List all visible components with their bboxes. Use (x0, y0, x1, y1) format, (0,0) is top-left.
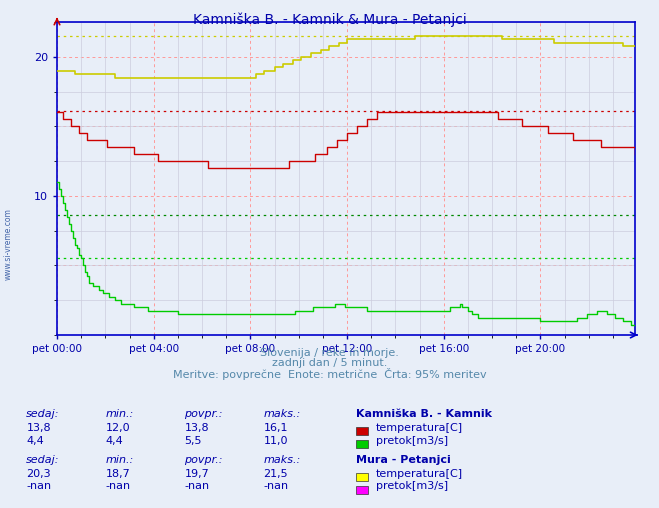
Text: pretok[m3/s]: pretok[m3/s] (376, 481, 447, 491)
Text: 4,4: 4,4 (105, 435, 123, 446)
Text: 18,7: 18,7 (105, 468, 130, 479)
Text: Meritve: povprečne  Enote: metrične  Črta: 95% meritev: Meritve: povprečne Enote: metrične Črta:… (173, 368, 486, 380)
Text: min.:: min.: (105, 409, 134, 419)
Text: -nan: -nan (185, 481, 210, 491)
Text: 4,4: 4,4 (26, 435, 44, 446)
Text: Slovenija / reke in morje.: Slovenija / reke in morje. (260, 347, 399, 358)
Text: 16,1: 16,1 (264, 423, 288, 433)
Text: 13,8: 13,8 (185, 423, 209, 433)
Text: -nan: -nan (105, 481, 130, 491)
Text: -nan: -nan (26, 481, 51, 491)
Text: sedaj:: sedaj: (26, 455, 60, 465)
Text: 21,5: 21,5 (264, 468, 288, 479)
Text: -nan: -nan (264, 481, 289, 491)
Text: 19,7: 19,7 (185, 468, 210, 479)
Text: Kamniška B. - Kamnik & Mura - Petanjci: Kamniška B. - Kamnik & Mura - Petanjci (192, 13, 467, 27)
Text: 13,8: 13,8 (26, 423, 51, 433)
Text: 20,3: 20,3 (26, 468, 51, 479)
Text: povpr.:: povpr.: (185, 455, 223, 465)
Text: maks.:: maks.: (264, 455, 301, 465)
Text: zadnji dan / 5 minut.: zadnji dan / 5 minut. (272, 358, 387, 368)
Text: min.:: min.: (105, 455, 134, 465)
Text: povpr.:: povpr.: (185, 409, 223, 419)
Text: www.si-vreme.com: www.si-vreme.com (3, 208, 13, 280)
Text: 11,0: 11,0 (264, 435, 288, 446)
Text: 5,5: 5,5 (185, 435, 202, 446)
Text: Kamniška B. - Kamnik: Kamniška B. - Kamnik (356, 409, 492, 419)
Text: 12,0: 12,0 (105, 423, 130, 433)
Text: Mura - Petanjci: Mura - Petanjci (356, 455, 451, 465)
Text: maks.:: maks.: (264, 409, 301, 419)
Text: temperatura[C]: temperatura[C] (376, 423, 463, 433)
Text: sedaj:: sedaj: (26, 409, 60, 419)
Text: pretok[m3/s]: pretok[m3/s] (376, 435, 447, 446)
Text: temperatura[C]: temperatura[C] (376, 468, 463, 479)
